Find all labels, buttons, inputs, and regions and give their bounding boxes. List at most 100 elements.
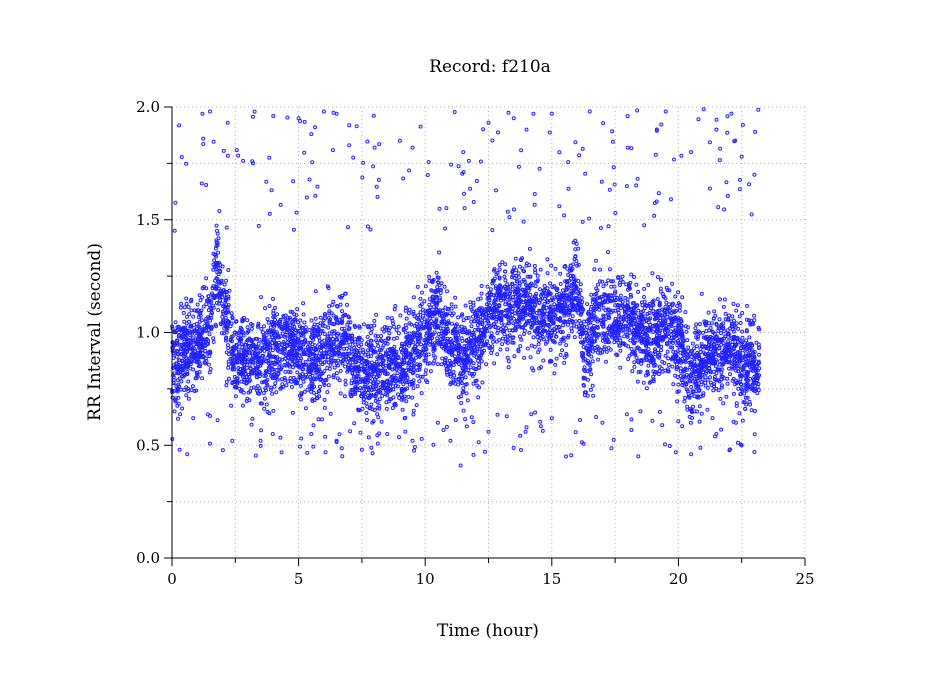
- data-point: [490, 316, 495, 321]
- data-point: [541, 316, 546, 321]
- data-point: [594, 291, 599, 296]
- data-point: [732, 363, 737, 368]
- data-point: [674, 365, 679, 370]
- data-point: [327, 309, 332, 314]
- data-point: [291, 375, 296, 380]
- data-point: [187, 319, 191, 324]
- data-point: [532, 344, 537, 349]
- data-point: [645, 358, 650, 362]
- data-point: [641, 380, 646, 385]
- data-point: [263, 306, 267, 311]
- data-point: [225, 290, 229, 294]
- data-point: [200, 376, 205, 381]
- data-point: [721, 321, 726, 326]
- data-point: [201, 355, 206, 360]
- data-point: [510, 281, 515, 286]
- data-point: [613, 289, 618, 294]
- data-point: [207, 370, 212, 375]
- data-point: [460, 366, 465, 371]
- data-point: [574, 324, 579, 329]
- data-point: [469, 324, 474, 329]
- data-point: [680, 295, 685, 300]
- data-point: [719, 374, 724, 379]
- data-point: [508, 284, 512, 289]
- data-point: [204, 317, 209, 321]
- data-point: [245, 359, 250, 364]
- data-point: [685, 355, 690, 360]
- data-point: [233, 394, 238, 399]
- data-point: [301, 301, 306, 306]
- data-point: [527, 330, 532, 335]
- data-point: [600, 297, 605, 302]
- data-point: [354, 386, 359, 391]
- data-point: [303, 359, 308, 364]
- data-point: [219, 322, 224, 327]
- data-point: [266, 361, 271, 366]
- data-point: [435, 336, 440, 341]
- data-point: [641, 334, 646, 339]
- data-point: [308, 377, 313, 382]
- data-point: [278, 349, 282, 354]
- data-point: [401, 369, 405, 373]
- data-point: [459, 401, 464, 405]
- data-point: [185, 350, 189, 354]
- data-point: [356, 337, 361, 341]
- data-point: [382, 325, 387, 329]
- data-point: [685, 338, 690, 343]
- data-point: [674, 367, 679, 372]
- data-point: [605, 339, 610, 344]
- data-point: [530, 283, 535, 288]
- data-point: [693, 326, 698, 331]
- data-point: [302, 389, 307, 394]
- data-point: [522, 355, 527, 360]
- data-point: [274, 367, 279, 372]
- data-point: [194, 388, 199, 393]
- data-point: [721, 304, 726, 309]
- data-point: [479, 284, 484, 288]
- data-point: [290, 326, 295, 331]
- data-point: [591, 393, 596, 398]
- data-point: [632, 300, 636, 305]
- data-point: [286, 369, 291, 374]
- data-point: [503, 269, 507, 274]
- data-point: [216, 236, 221, 241]
- data-point: [646, 340, 651, 345]
- data-point: [424, 322, 429, 327]
- data-point: [676, 301, 681, 306]
- data-point: [532, 263, 537, 268]
- data-point: [723, 311, 728, 316]
- data-point: [275, 345, 279, 350]
- data-point: [493, 286, 498, 291]
- data-point: [718, 396, 723, 401]
- data-point: [423, 358, 428, 363]
- data-point: [553, 330, 557, 335]
- data-point: [371, 419, 376, 424]
- data-point: [348, 342, 353, 347]
- data-point: [718, 297, 722, 302]
- data-point: [736, 326, 741, 331]
- data-point: [380, 355, 385, 359]
- data-point: [755, 368, 760, 373]
- data-point: [339, 317, 344, 322]
- data-point: [411, 386, 416, 391]
- data-point: [418, 296, 423, 301]
- data-point: [639, 314, 643, 319]
- data-point: [358, 348, 363, 353]
- data-point: [744, 317, 749, 322]
- data-point: [456, 345, 461, 350]
- data-point: [385, 387, 390, 392]
- data-point: [371, 387, 376, 392]
- data-point: [365, 334, 370, 339]
- data-point: [477, 385, 481, 390]
- data-point: [347, 326, 352, 331]
- data-point: [295, 307, 300, 312]
- data-point: [404, 335, 409, 340]
- data-point: [216, 272, 221, 277]
- data-point: [606, 312, 611, 317]
- data-point: [594, 258, 598, 263]
- data-point: [622, 310, 627, 315]
- data-point: [721, 329, 726, 334]
- data-point: [322, 397, 327, 402]
- data-point: [234, 359, 239, 364]
- data-point: [218, 268, 223, 273]
